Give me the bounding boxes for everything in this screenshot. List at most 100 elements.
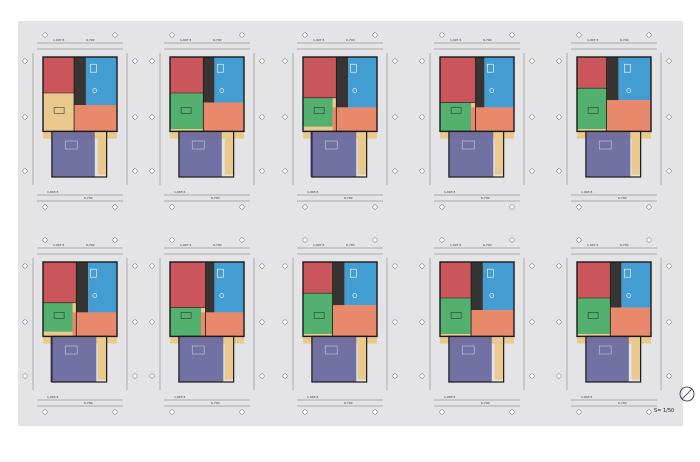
living-zone [43, 93, 75, 129]
living-zone [303, 97, 333, 127]
grid-marker [22, 58, 28, 64]
grid-marker [666, 168, 672, 174]
dim-label-top: 1,997.5 [587, 243, 599, 247]
sofa [450, 107, 462, 114]
grid-marker [372, 32, 378, 38]
dining-zone [471, 310, 514, 337]
kitchen-zone [471, 262, 483, 310]
grid-marker [419, 263, 425, 269]
dim-label-top-total: 6,700 [483, 38, 492, 42]
lower-wall [178, 335, 235, 383]
terrace-zone [51, 131, 95, 177]
dining-zone [72, 312, 117, 337]
bed [598, 140, 612, 150]
dim-label-top: 1,997.5 [53, 38, 65, 42]
bathroom-zone [348, 57, 377, 108]
dining-zone [606, 100, 651, 132]
grid-marker [372, 409, 378, 415]
grid-marker [132, 373, 138, 379]
dim-label-bottom: 1,993.5 [47, 395, 59, 399]
lower-wall [448, 130, 505, 178]
grid-marker [132, 114, 138, 120]
grid-marker [42, 409, 48, 415]
bathroom-zone [214, 262, 244, 313]
grid-marker [666, 319, 672, 325]
terrace-zone [585, 336, 629, 382]
lower-wall [51, 130, 108, 178]
grid-marker [259, 319, 265, 325]
toilet [626, 293, 632, 298]
terrace-zone [448, 336, 492, 382]
scale-group [670, 384, 700, 424]
grid-marker [132, 319, 138, 325]
bathroom-zone [344, 262, 377, 306]
sofa [180, 107, 192, 114]
grid-marker [282, 114, 288, 120]
sofa [313, 107, 325, 114]
grid-marker [169, 32, 175, 38]
bathtub [487, 63, 494, 73]
dim-label-bottom-total: 6,700 [344, 401, 353, 405]
grid-marker [259, 168, 265, 174]
bathtub [90, 63, 97, 73]
grid-marker [302, 204, 308, 210]
bathroom-zone [484, 57, 514, 108]
toilet [352, 88, 358, 93]
scale-label: S= 1/50 [654, 408, 675, 414]
grid-marker [556, 114, 562, 120]
grid-marker [576, 237, 582, 243]
grid-marker [372, 204, 378, 210]
bedroom-zone [440, 57, 476, 103]
bathtub [624, 63, 631, 73]
dining-zone [201, 312, 244, 337]
grid-marker [392, 263, 398, 269]
grid-marker [419, 58, 425, 64]
grid-marker [42, 237, 48, 243]
living-zone [577, 88, 607, 129]
grid-marker [282, 263, 288, 269]
dim-label-bottom: 1,993.5 [581, 395, 593, 399]
dim-label-top: 1,997.5 [313, 243, 325, 247]
toilet [489, 88, 495, 93]
living-zone [170, 93, 204, 129]
dim-label-top-total: 6,700 [620, 243, 629, 247]
dim-label-bottom-total: 6,700 [481, 401, 490, 405]
dim-label-top-total: 6,700 [620, 38, 629, 42]
grid-marker [132, 263, 138, 269]
grid-marker [646, 204, 652, 210]
dim-label-bottom-total: 6,700 [618, 196, 627, 200]
terrace-deck [494, 336, 504, 380]
floor-plan-5: 1,997.5 6,700 1,993.5 6,700 [556, 32, 672, 210]
terrace-deck [224, 131, 234, 175]
dim-label-bottom: 1,993.5 [444, 190, 456, 194]
sofa [587, 312, 599, 319]
dim-label-top: 1,997.5 [587, 38, 599, 42]
grid-marker [529, 58, 535, 64]
floor-plan-6: 1,997.5 6,700 1,993.5 6,700 [22, 237, 138, 415]
grid-marker [529, 114, 535, 120]
grid-marker [42, 32, 48, 38]
toilet [92, 88, 98, 93]
dim-label-top: 1,997.5 [313, 38, 325, 42]
grid-marker [509, 204, 515, 210]
dining-zone [332, 107, 377, 132]
grid-marker [439, 204, 445, 210]
bed [324, 140, 338, 150]
grid-marker [509, 409, 515, 415]
bed [461, 345, 475, 355]
grid-marker [529, 263, 535, 269]
bedroom-zone [43, 57, 75, 93]
grid-marker [112, 409, 118, 415]
floor-plan-3: 1,997.5 6,700 1,993.5 6,700 [282, 32, 398, 210]
grid-marker [239, 237, 245, 243]
grid-marker [576, 32, 582, 38]
grid-marker [419, 373, 425, 379]
toilet [626, 88, 632, 93]
living-zone [577, 298, 611, 334]
lower-wall [448, 335, 505, 383]
sofa [587, 107, 599, 114]
grid-marker [509, 32, 515, 38]
grid-marker [666, 263, 672, 269]
bathroom-zone [618, 57, 651, 101]
grid-marker [259, 114, 265, 120]
